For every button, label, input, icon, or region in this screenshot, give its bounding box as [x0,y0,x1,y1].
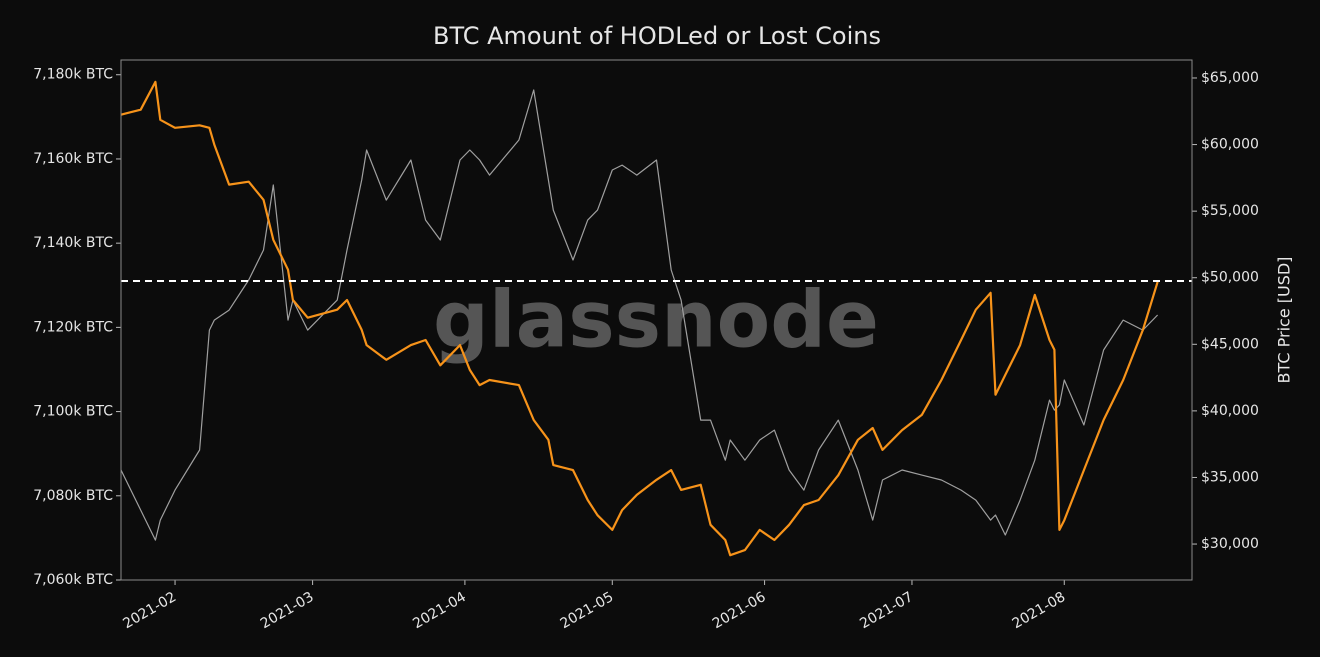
watermark: glassnode [433,275,879,365]
series-line [120,80,1159,557]
series-line [120,89,1159,541]
y-tick-label: 7,060k BTC [33,572,113,588]
y-tick-label: 7,120k BTC [33,319,113,335]
y-tick-label: 7,100k BTC [33,404,113,420]
y2-tick-label: $35,000 [1201,469,1259,485]
y-tick-label: 7,140k BTC [33,235,113,251]
y2-axis-label: BTC Price [USD] [1275,257,1294,384]
y-tick-label: 7,080k BTC [33,488,113,504]
plot-frame [120,59,1193,581]
y-tick-label: 7,160k BTC [33,151,113,167]
y-tick-label: 7,180k BTC [33,67,113,83]
y2-tick-label: $45,000 [1201,336,1259,352]
y2-tick-label: $40,000 [1201,403,1259,419]
y2-tick-label: $50,000 [1201,270,1259,286]
y2-tick-label: $30,000 [1201,536,1259,552]
y2-tick-label: $60,000 [1201,137,1259,153]
chart-title: BTC Amount of HODLed or Lost Coins [433,22,881,50]
y2-tick-label: $65,000 [1201,70,1259,86]
y2-tick-label: $55,000 [1201,203,1259,219]
